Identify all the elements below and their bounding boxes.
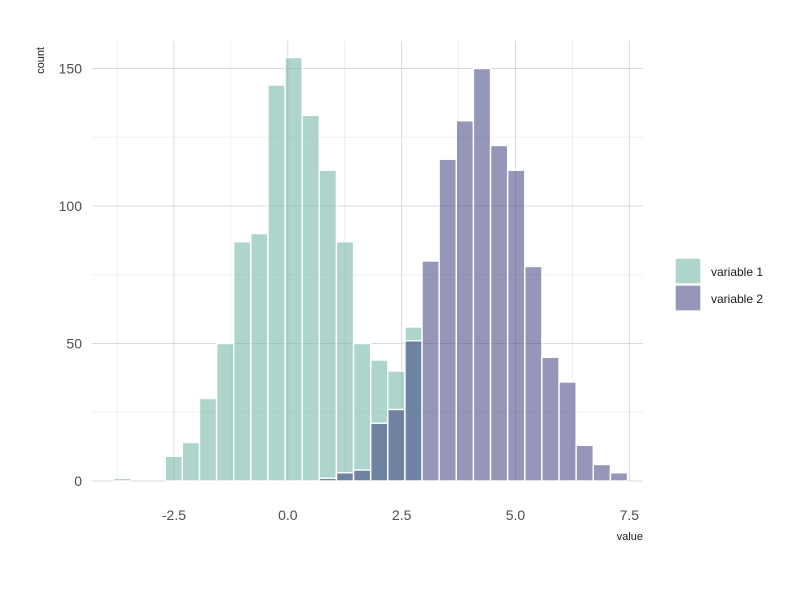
y-axis-title: count xyxy=(35,47,47,74)
histogram-bar-series-2 xyxy=(387,408,406,482)
legend-swatch xyxy=(674,284,702,312)
histogram-bar-series-1 xyxy=(267,84,286,482)
axes: -2.5 0.0 2.5 5.0 7.5 0 50 100 150 xyxy=(59,61,640,524)
histogram-bar-series-1 xyxy=(233,241,252,482)
histogram-bar-series-2 xyxy=(369,422,389,482)
legend-swatch xyxy=(674,257,702,285)
histogram-bar-series-1 xyxy=(164,455,184,482)
histogram-bar-series-2 xyxy=(506,169,526,482)
histogram-bar-series-2 xyxy=(609,472,629,482)
histogram-bar-series-2 xyxy=(318,477,338,482)
histogram-bar-series-1 xyxy=(250,232,269,482)
legend: variable 1 variable 2 xyxy=(674,257,763,312)
histogram-bar-series-2 xyxy=(455,120,475,482)
bars xyxy=(113,56,629,482)
legend-label: variable 1 xyxy=(711,265,763,279)
histogram-bar-series-2 xyxy=(489,144,509,482)
histogram-bar-series-1 xyxy=(215,342,235,482)
legend-label: variable 2 xyxy=(711,292,763,306)
histogram-bar-series-1 xyxy=(301,114,321,482)
y-tick-label: 50 xyxy=(66,336,82,352)
x-tick-label: 2.5 xyxy=(392,507,412,523)
histogram-bar-series-1 xyxy=(318,169,338,482)
y-tick-label: 150 xyxy=(59,61,83,77)
histogram-bar-series-2 xyxy=(335,472,355,482)
y-tick-label: 100 xyxy=(59,198,83,214)
histogram-bar-series-1 xyxy=(181,441,201,482)
x-axis-title: value xyxy=(617,531,643,543)
histogram-bar-series-2 xyxy=(524,265,543,482)
histogram-bar-series-1 xyxy=(113,477,132,482)
x-tick-label: -2.5 xyxy=(162,507,186,523)
histogram-bar-series-2 xyxy=(404,340,423,482)
histogram-bar-series-2 xyxy=(421,260,440,482)
histogram-bar-series-2 xyxy=(592,463,612,482)
histogram-bar-series-2 xyxy=(558,381,577,482)
histogram-bar-series-2 xyxy=(472,67,492,482)
histogram-bar-series-1 xyxy=(284,56,303,482)
histogram-bar-series-2 xyxy=(541,356,560,482)
x-tick-label: 7.5 xyxy=(620,507,640,523)
histogram-bar-series-1 xyxy=(335,241,355,482)
histogram-bar-series-1 xyxy=(198,397,218,482)
histogram-bar-series-2 xyxy=(352,469,372,482)
histogram-bar-series-2 xyxy=(575,444,594,482)
histogram-bar-series-2 xyxy=(438,158,457,482)
x-tick-label: 0.0 xyxy=(278,507,298,523)
y-tick-label: 0 xyxy=(74,473,82,489)
histogram-bar-series-1 xyxy=(352,342,372,482)
x-tick-label: 5.0 xyxy=(506,507,526,523)
